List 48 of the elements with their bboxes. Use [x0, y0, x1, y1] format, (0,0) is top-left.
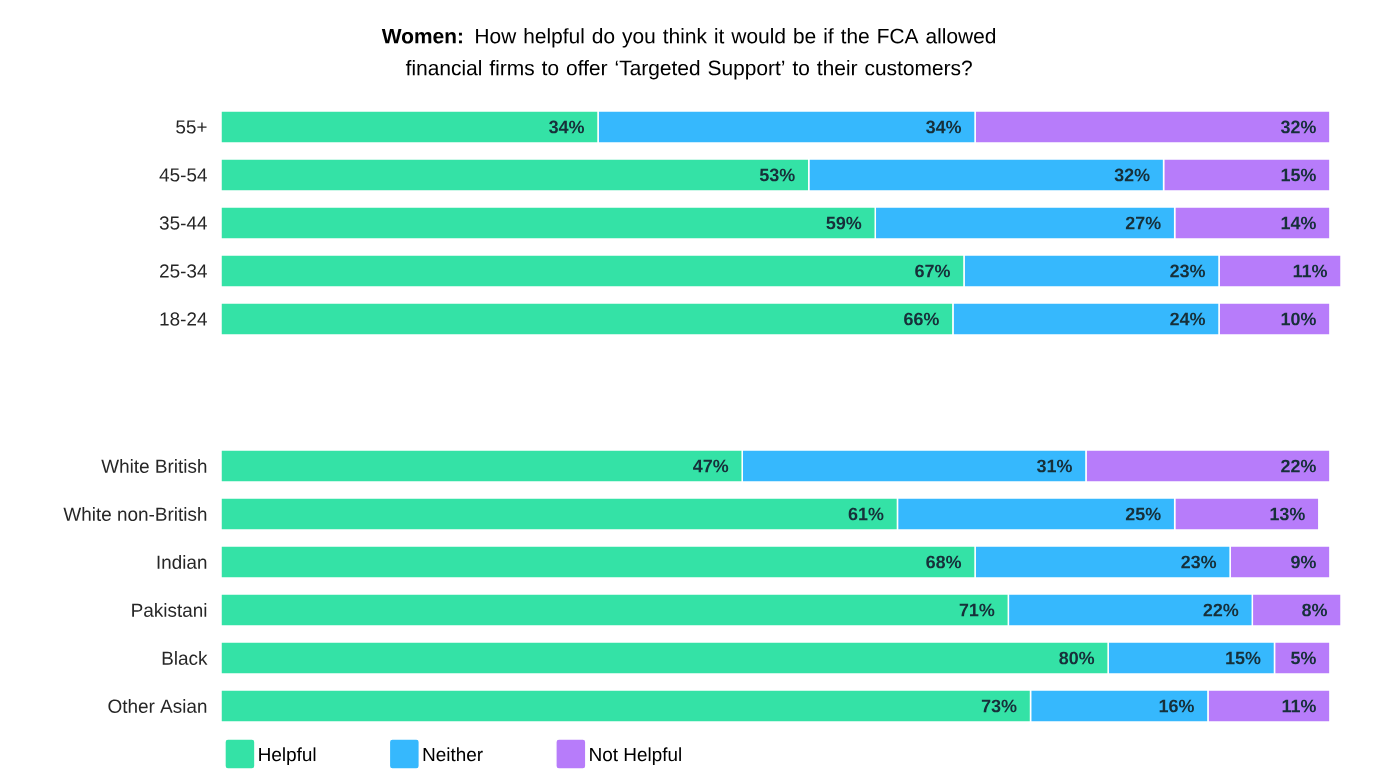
legend-label: Not Helpful — [590, 747, 681, 765]
data-label: 47% — [693, 459, 729, 473]
data-label: 11% — [1282, 699, 1316, 713]
data-label: 34% — [549, 120, 585, 134]
data-label: 15% — [1281, 168, 1316, 182]
data-label: 61% — [848, 507, 884, 521]
data-label: 11% — [1293, 264, 1328, 278]
data-label: 80% — [1059, 651, 1095, 665]
y-tick-label: 25-34 — [160, 264, 207, 278]
data-label: 32% — [1114, 168, 1150, 182]
data-label: 73% — [981, 699, 1017, 713]
data-label: 67% — [915, 264, 950, 278]
data-label: 16% — [1159, 699, 1194, 713]
legend-label: Neither — [423, 747, 483, 762]
data-label: 23% — [1170, 264, 1206, 278]
data-label: 53% — [759, 168, 795, 182]
data-label: 24% — [1170, 312, 1206, 326]
data-label: 32% — [1280, 120, 1316, 134]
chart-title: Women: How helpful do you think it would be if the FCA allowed financial firms to offer ‘Targeted Support’ to their customers? — [381, 28, 996, 80]
y-tick-label: Pakistani — [132, 603, 207, 617]
data-label: 31% — [1036, 459, 1072, 473]
y-tick-label: White non-British — [63, 507, 207, 521]
data-label: 71% — [959, 603, 995, 617]
data-label: 14% — [1281, 216, 1316, 230]
y-tick-label: Black — [162, 651, 208, 665]
y-tick-label: 55+ — [176, 120, 207, 134]
y-tick-label: Other Asian — [108, 699, 207, 713]
y-tick-label: 45-54 — [159, 168, 207, 182]
data-label: 9% — [1291, 555, 1316, 569]
data-label: 22% — [1203, 603, 1239, 617]
data-label: 27% — [1125, 216, 1161, 230]
data-label: 13% — [1270, 507, 1305, 521]
y-tick-label: 18-24 — [160, 312, 207, 326]
data-label: 5% — [1291, 651, 1316, 665]
y-tick-label: 35-44 — [159, 216, 207, 230]
y-tick-label: White British — [101, 459, 207, 473]
data-label: 68% — [926, 555, 962, 569]
data-label: 59% — [826, 216, 862, 230]
data-label: 8% — [1302, 603, 1328, 617]
data-label: 22% — [1281, 459, 1316, 473]
data-label: 66% — [904, 312, 939, 326]
data-label: 25% — [1125, 507, 1161, 521]
y-tick-label: Indian — [157, 555, 207, 569]
data-label: 10% — [1281, 312, 1316, 326]
data-label: 15% — [1226, 651, 1261, 665]
data-label: 34% — [926, 120, 962, 134]
data-label: 23% — [1181, 555, 1217, 569]
legend-label: Helpful — [259, 747, 316, 765]
